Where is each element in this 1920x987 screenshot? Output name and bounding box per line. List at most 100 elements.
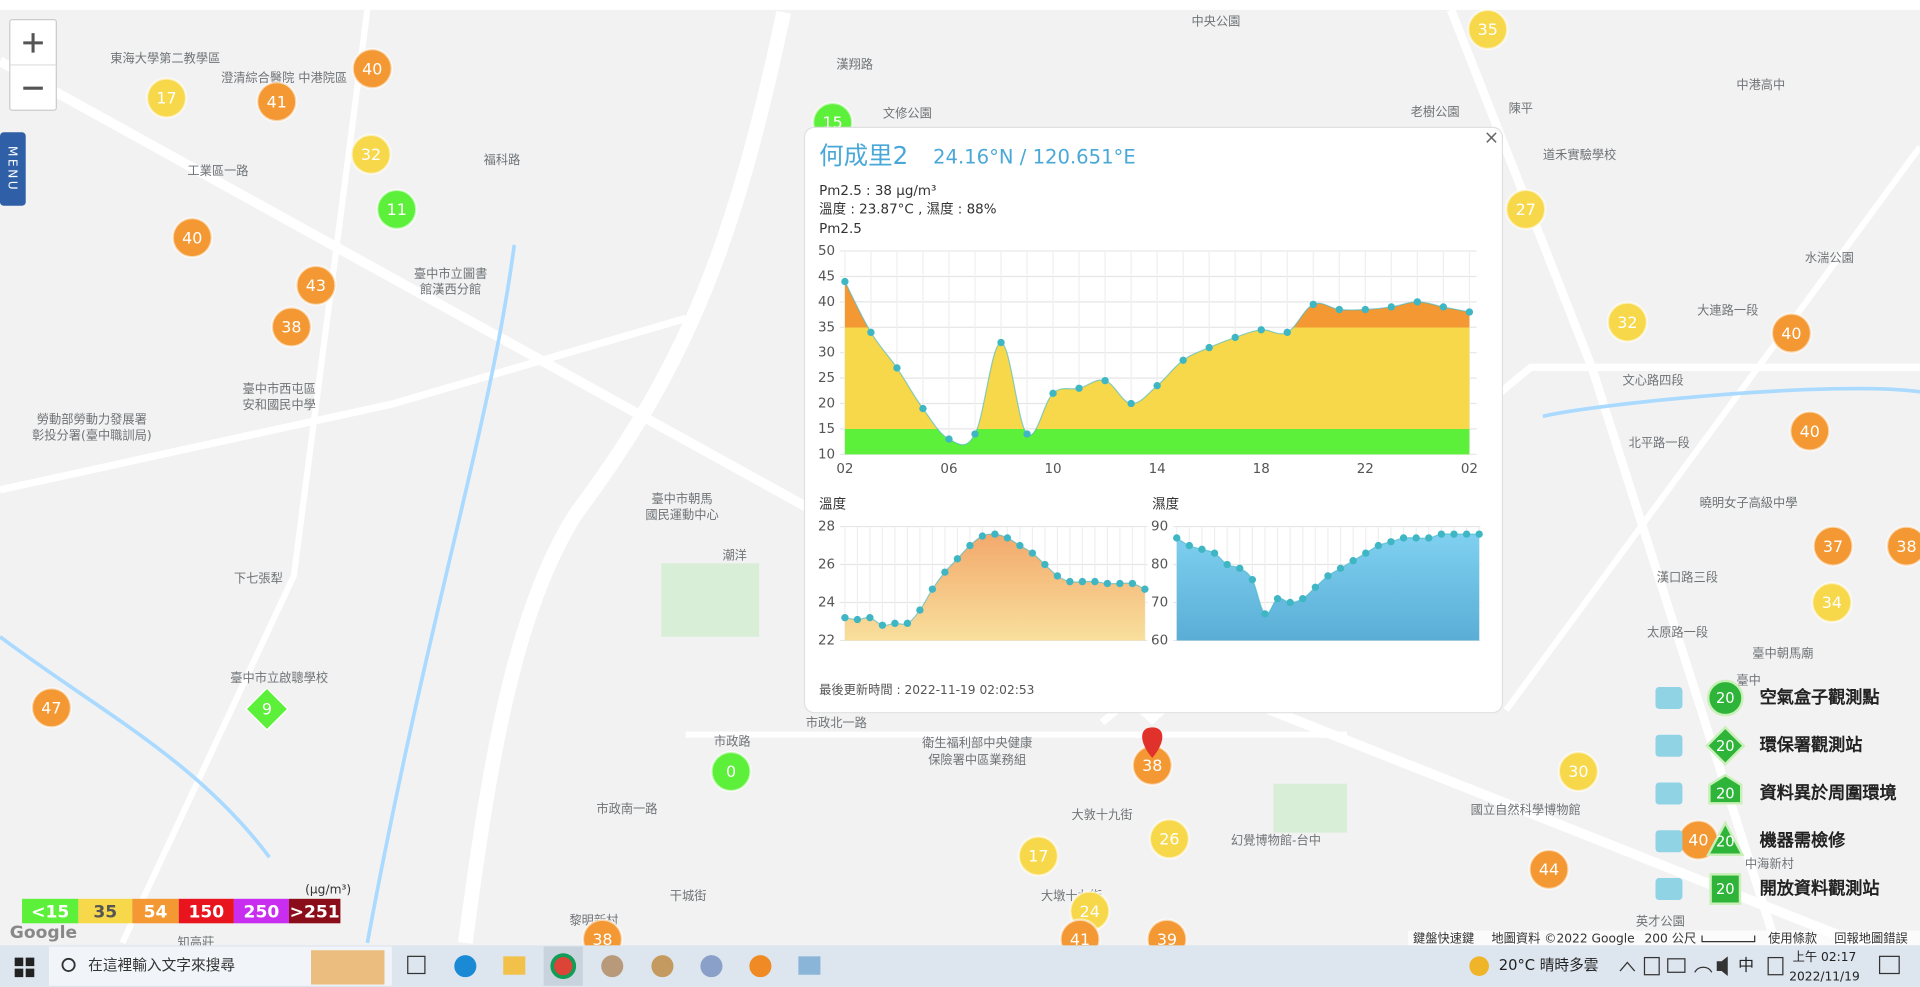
task-view[interactable] <box>407 955 426 975</box>
data-point <box>1335 305 1343 314</box>
y-tick-label: 25 <box>818 371 835 386</box>
map-footer: Google 鍵盤快速鍵 地圖資料 ©2022 Google 200 公尺 使用… <box>10 923 1920 946</box>
map-label: 臺中朝馬廟 <box>1752 645 1813 660</box>
map-label: 下七張犁 <box>234 572 283 586</box>
wifi-icon[interactable] <box>1694 966 1713 973</box>
clock-date[interactable]: 2022/11/19 <box>1789 970 1860 984</box>
aqi-swatch <box>78 898 133 924</box>
clock-time[interactable]: 上午 02:17 <box>1793 950 1857 964</box>
y-tick-label: 70 <box>1151 595 1168 610</box>
map-label: 臺中市立啟聰學校 <box>230 670 328 685</box>
marker-value: 38 <box>592 930 612 949</box>
map-label: 保險署中區業務組 <box>928 752 1026 767</box>
app-icon[interactable] <box>651 955 674 978</box>
app-icon[interactable] <box>749 955 772 978</box>
map-label: 國民運動中心 <box>645 507 718 522</box>
river <box>365 244 517 944</box>
map-label: 大敦十九街 <box>1071 807 1132 822</box>
data-point <box>1231 333 1239 342</box>
y-tick-label: 15 <box>818 422 835 437</box>
start-button[interactable] <box>14 957 35 978</box>
data-point <box>1210 549 1219 557</box>
data-point <box>1028 549 1037 557</box>
map-label: 干城街 <box>670 889 707 903</box>
search-icon <box>61 957 76 972</box>
app-icon[interactable] <box>798 956 821 975</box>
highway-core <box>460 11 789 944</box>
popup-title: 何成里2 <box>819 141 908 170</box>
search-text: 在這裡輸入文字來搜尋 <box>88 957 235 974</box>
marker <box>1528 848 1570 891</box>
footer-link[interactable]: 使用條款 <box>1768 931 1817 946</box>
map-label: 福科路 <box>484 152 521 167</box>
data-point <box>1075 384 1083 392</box>
marker-value: 11 <box>387 200 407 219</box>
data-point <box>953 555 962 563</box>
tray-icon[interactable] <box>1643 956 1660 976</box>
data-point <box>1078 577 1087 586</box>
data-point <box>1236 564 1244 572</box>
map-label: 曉明女子高級中學 <box>1700 495 1798 510</box>
area-fill <box>844 534 1145 641</box>
marker <box>30 686 73 729</box>
popup-close[interactable]: × <box>1484 127 1499 148</box>
tray-arrow[interactable] <box>1619 961 1636 972</box>
aqi-label: 54 <box>144 902 168 922</box>
edge-icon[interactable] <box>454 955 477 978</box>
footer-text: 地圖資料 ©2022 Google <box>1491 932 1634 946</box>
marker-value: 40 <box>182 228 202 247</box>
map-label: 澄清綜合醫院 中港院區 <box>221 70 347 85</box>
marker <box>1504 188 1547 231</box>
env-line: 溫度 : 23.87°C , 濕度 : 88% <box>819 201 997 217</box>
road <box>119 9 371 945</box>
marker-value: 32 <box>361 145 381 164</box>
marker-value: 35 <box>1478 20 1498 39</box>
aqi-unit: (μg/m³) <box>305 883 351 897</box>
marker <box>295 264 337 307</box>
footer-link[interactable]: 鍵盤快速鍵 <box>1413 931 1474 946</box>
marker-value: 41 <box>267 92 287 111</box>
tray-icon[interactable] <box>1767 956 1784 976</box>
marker <box>375 188 418 231</box>
data-point <box>903 619 912 628</box>
explorer-icon[interactable] <box>503 956 526 975</box>
tray-icon[interactable] <box>1667 958 1686 973</box>
x-tick-label: 06 <box>940 462 957 477</box>
marker <box>1788 410 1831 452</box>
data-point <box>1103 579 1112 588</box>
volume-icon[interactable] <box>1716 956 1728 976</box>
zoom-in[interactable] <box>23 33 43 53</box>
marker-value: 37 <box>1823 537 1843 556</box>
app-icon[interactable] <box>601 955 624 978</box>
data-point <box>1309 300 1317 309</box>
menu-tab[interactable]: MENU <box>0 132 26 206</box>
marker <box>350 133 392 176</box>
data-point <box>1141 585 1149 593</box>
park <box>661 563 760 637</box>
data-point <box>1336 564 1345 572</box>
location-pin <box>1142 727 1163 758</box>
aqi-legend: (μg/m³) <15 35 54 150 250 >251 <box>22 883 351 924</box>
data-point <box>1198 545 1206 554</box>
marker <box>351 47 394 90</box>
map-label: 太原路一段 <box>1647 625 1708 640</box>
data-point <box>867 328 875 337</box>
app-icon[interactable] <box>700 955 723 978</box>
aqi-label: <15 <box>31 902 69 922</box>
marker <box>255 80 298 123</box>
notifications[interactable] <box>1878 955 1900 975</box>
marker-value: 9 <box>262 700 272 719</box>
taskbar: 在這裡輸入文字來搜尋 20°C 晴時多雲 中 上午 02:17 2022/11/… <box>0 945 1920 987</box>
data-point <box>1049 389 1057 398</box>
footer-link[interactable]: 回報地圖錯誤 <box>1834 931 1907 946</box>
marker <box>1606 301 1649 343</box>
badge-value: 20 <box>1716 738 1735 755</box>
data-point <box>878 621 887 629</box>
station-icon <box>1655 782 1683 805</box>
chrome-icon[interactable] <box>550 953 577 980</box>
map-label: 道禾實驗學校 <box>1543 147 1616 162</box>
y-tick-label: 45 <box>818 269 835 284</box>
ime-indicator[interactable]: 中 <box>1738 956 1754 975</box>
x-tick-label: 22 <box>1357 462 1374 477</box>
